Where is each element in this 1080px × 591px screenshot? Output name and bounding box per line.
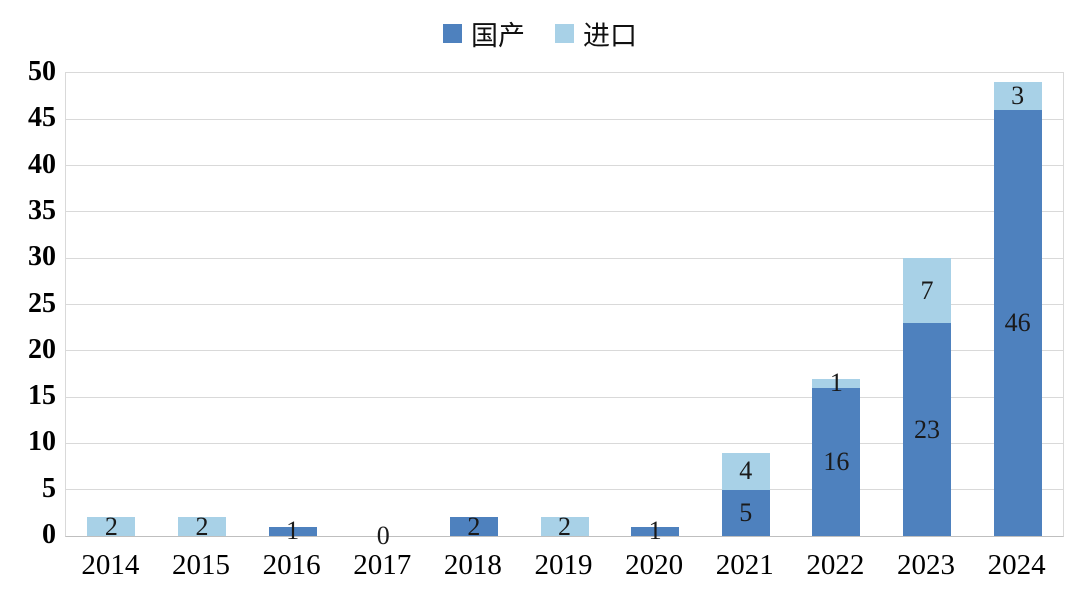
bar-segment-import-2021: 4 — [721, 452, 770, 490]
gridline — [66, 211, 1063, 213]
bar-segment-domestic-2022: 16 — [812, 387, 861, 536]
bar-label-import-2022: 1 — [829, 368, 843, 398]
gridline — [66, 257, 1063, 259]
bar-segment-import-2023: 7 — [903, 258, 952, 324]
gridline — [66, 396, 1063, 398]
gridline — [66, 165, 1063, 167]
x-axis-tick-label: 2014 — [81, 549, 140, 581]
bar-label-import-2021: 4 — [739, 456, 753, 486]
legend-item-import: 进口 — [555, 14, 637, 53]
bar-label-import-2023: 7 — [920, 275, 934, 305]
bar-label-import-2024: 3 — [1011, 81, 1025, 111]
bar-label-domestic-2024: 46 — [1004, 308, 1031, 338]
x-axis-tick-label: 2023 — [897, 549, 956, 581]
x-axis-tick-label: 2018 — [443, 549, 502, 581]
x-axis-tick-label: 2022 — [806, 549, 865, 581]
y-axis-tick-label: 15 — [28, 380, 56, 412]
bar-label-domestic-2020: 1 — [648, 516, 662, 546]
bar-segment-domestic-2024: 46 — [993, 110, 1042, 536]
y-axis-tick-label: 20 — [28, 333, 56, 365]
y-axis-tick-label: 10 — [28, 426, 56, 458]
bar-segment-domestic-2016: 1 — [268, 518, 317, 544]
gridline — [66, 118, 1063, 120]
bar-segment-domestic-2023: 23 — [903, 323, 952, 536]
legend-label-import: 进口 — [583, 21, 637, 51]
y-axis-tick-label: 35 — [28, 194, 56, 226]
bar-label-domestic-2022: 16 — [823, 446, 850, 476]
bar-segment-domestic-2020: 1 — [631, 518, 680, 544]
y-axis-tick-label: 50 — [28, 56, 56, 87]
bar-label-domestic-2016: 1 — [286, 516, 300, 546]
x-axis-tick-label: 2017 — [353, 549, 412, 581]
x-axis-tick-label: 2020 — [625, 549, 684, 581]
legend-label-domestic: 国产 — [471, 21, 525, 51]
x-axis-tick-label: 2019 — [534, 549, 593, 581]
bar-segment-import-2014: 2 — [87, 513, 136, 539]
gridline — [66, 442, 1063, 444]
bar-label-import-2019: 2 — [558, 511, 571, 541]
x-axis-tick-label: 2021 — [715, 549, 774, 581]
legend-swatch-domestic-icon — [443, 24, 462, 43]
legend-item-domestic: 国产 — [443, 14, 525, 53]
x-axis-tick-label: 2015 — [171, 549, 230, 581]
y-axis-tick-label: 40 — [28, 148, 56, 180]
y-axis-tick-label: 30 — [28, 241, 56, 273]
bar-label-import-2015: 2 — [195, 511, 209, 541]
bar-label-domestic-2023: 23 — [914, 414, 941, 444]
y-axis-tick-label: 25 — [28, 287, 56, 319]
bar-label-domestic-2021: 5 — [739, 497, 753, 527]
chart-legend: 国产 进口 — [0, 14, 1080, 53]
gridline — [66, 304, 1063, 305]
legend-swatch-import-icon — [555, 24, 574, 43]
bar-label-import-2014: 2 — [104, 511, 118, 541]
bar-segment-domestic-2021: 5 — [721, 489, 770, 536]
y-axis-tick-label: 0 — [42, 519, 56, 550]
y-axis-tick-label: 45 — [28, 102, 56, 134]
gridline — [66, 350, 1063, 352]
x-axis-tick-label: 2016 — [262, 549, 321, 581]
gridline — [66, 489, 1063, 491]
bar-segment-domestic-2018: 2 — [449, 513, 498, 539]
bar-segment-import-2015: 2 — [177, 513, 226, 539]
bar-segment-import-2022: 1 — [812, 370, 861, 396]
bar-label-domestic-2018: 2 — [467, 511, 481, 541]
bar-segment-import-2019: 2 — [540, 513, 589, 539]
plot-area: 2 2 1 0 2 2 1 5 4 16 1 23 7 46 3 — [65, 72, 1064, 550]
bar-segment-import-2024: 3 — [993, 81, 1042, 111]
x-axis-tick-label: 2024 — [987, 549, 1046, 581]
bar-label-zero-2017: 0 — [376, 521, 390, 550]
y-axis-tick-label: 5 — [42, 472, 56, 504]
